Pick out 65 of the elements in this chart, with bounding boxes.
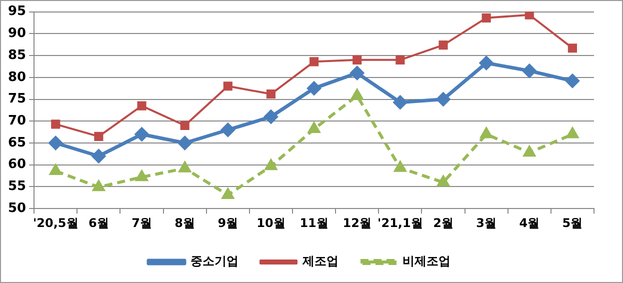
point bbox=[566, 128, 578, 138]
point bbox=[265, 160, 277, 170]
x-tick-label: '20,5월 bbox=[32, 216, 78, 230]
point bbox=[480, 56, 494, 70]
point bbox=[178, 136, 192, 150]
point bbox=[436, 92, 450, 106]
y-tick-label: 90 bbox=[8, 26, 26, 42]
x-tick-label: 9월 bbox=[218, 216, 238, 230]
point bbox=[180, 120, 190, 130]
legend-label: 제조업 bbox=[302, 254, 338, 268]
x-tick-label: 2월 bbox=[433, 216, 454, 230]
point bbox=[568, 44, 577, 53]
point bbox=[222, 188, 234, 200]
point bbox=[438, 40, 448, 50]
point bbox=[566, 74, 580, 88]
point bbox=[137, 101, 146, 110]
point bbox=[92, 149, 106, 163]
y-tick-label: 95 bbox=[8, 4, 26, 20]
x-tick-label: 11월 bbox=[300, 216, 328, 230]
point bbox=[351, 89, 363, 100]
point bbox=[48, 136, 62, 150]
point bbox=[221, 123, 235, 137]
point bbox=[396, 55, 405, 64]
point bbox=[524, 12, 534, 20]
x-tick-label: 3월 bbox=[476, 216, 497, 230]
x-tick-label: 7월 bbox=[132, 216, 152, 230]
y-tick-label: 50 bbox=[8, 200, 26, 216]
point bbox=[136, 170, 148, 182]
x-tick-label: 8월 bbox=[174, 216, 196, 230]
point bbox=[522, 64, 536, 78]
point bbox=[307, 82, 321, 96]
x-tick-label: 10월 bbox=[256, 216, 286, 230]
x-tick-label: 4월 bbox=[519, 216, 540, 230]
y-tick-label: 75 bbox=[8, 92, 26, 107]
point bbox=[135, 128, 149, 142]
legend-label: 중소기업 bbox=[190, 254, 238, 268]
y-tick-label: 70 bbox=[8, 114, 26, 129]
point bbox=[308, 122, 320, 134]
legend-label: 비제조업 bbox=[402, 254, 450, 268]
point bbox=[266, 89, 276, 99]
y-tick-label: 85 bbox=[8, 48, 26, 63]
point bbox=[264, 110, 278, 124]
point bbox=[50, 164, 62, 175]
point bbox=[394, 161, 406, 172]
y-tick-label: 80 bbox=[8, 70, 26, 85]
point bbox=[350, 66, 364, 80]
x-tick-label: 6월 bbox=[88, 216, 109, 230]
point bbox=[223, 82, 232, 91]
x-tick-label: 12월 bbox=[342, 216, 372, 230]
point bbox=[94, 132, 104, 141]
point bbox=[437, 176, 450, 186]
point bbox=[393, 96, 407, 110]
point bbox=[482, 13, 491, 22]
point bbox=[179, 162, 191, 172]
point bbox=[352, 55, 362, 64]
x-tick-label: '21,1월 bbox=[378, 216, 423, 230]
x-tick-label: 5월 bbox=[562, 216, 583, 230]
point bbox=[480, 128, 492, 138]
y-tick-label: 60 bbox=[8, 157, 26, 172]
point bbox=[310, 57, 319, 66]
point bbox=[524, 146, 536, 157]
point bbox=[51, 120, 60, 129]
y-tick-label: 65 bbox=[8, 135, 26, 150]
point bbox=[92, 180, 105, 192]
y-tick-label: 55 bbox=[8, 179, 26, 194]
